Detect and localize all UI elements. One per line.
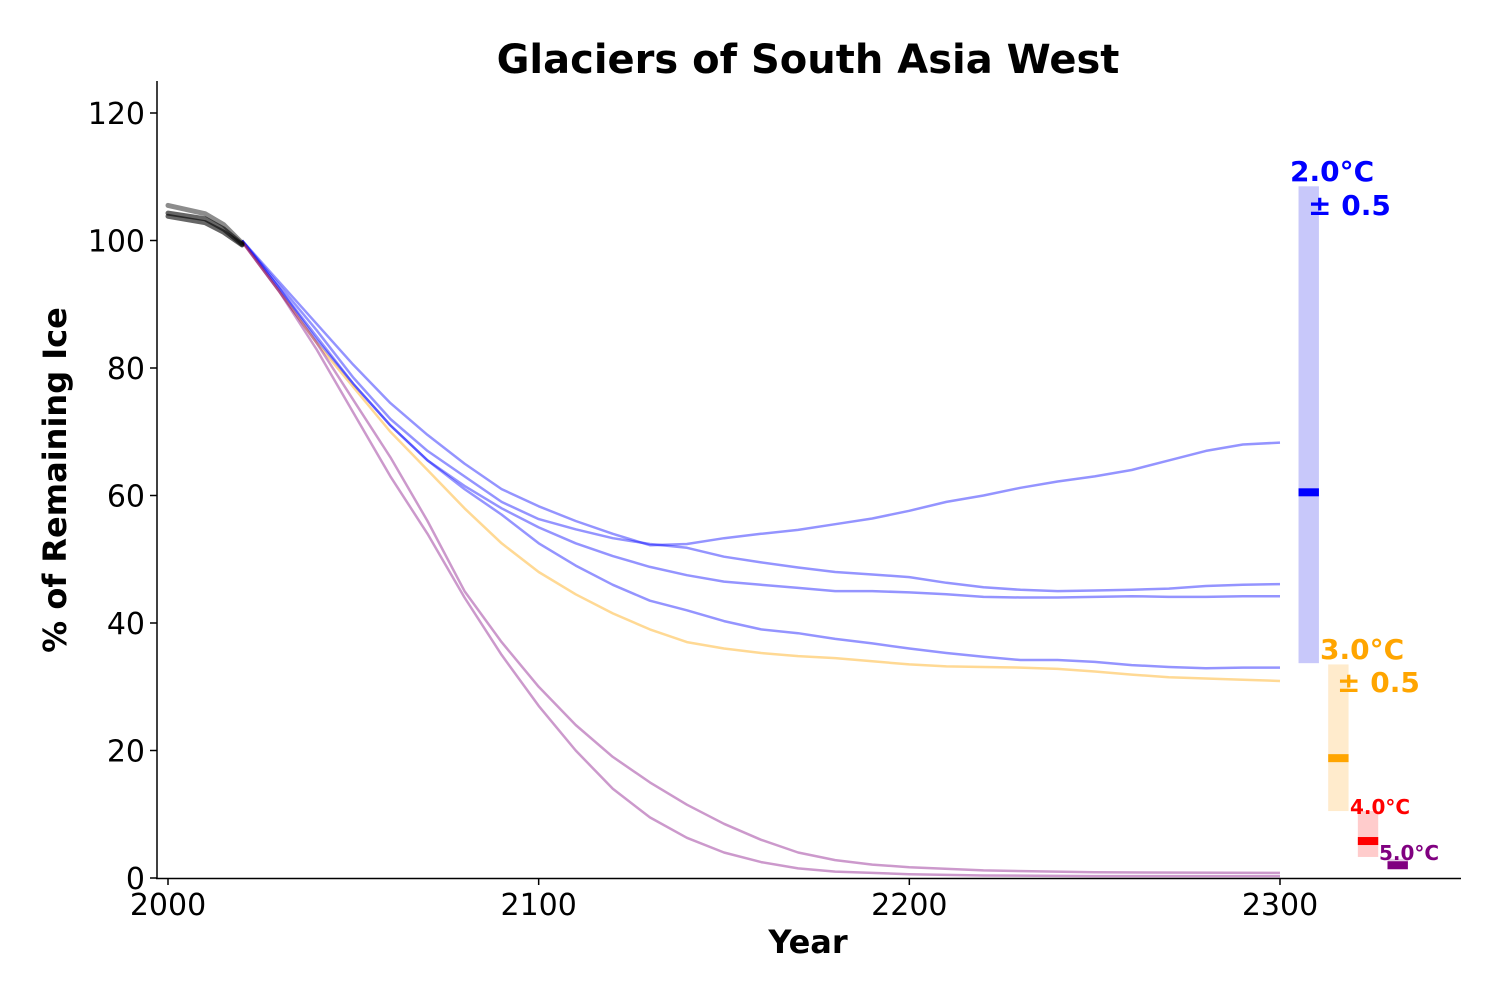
range-bar-2c [1298, 186, 1319, 664]
series-line-3-0-c-run-1 [241, 241, 1281, 683]
series-line-5-0-c-run-2 [241, 241, 1281, 875]
x-tick-label: 2200 [871, 888, 947, 923]
range-label-2c: 2.0°C [1290, 155, 1374, 188]
range-bar-3c [1328, 664, 1349, 812]
series-line-5-0-c-run-1 [241, 241, 1280, 878]
range-label-5c: 5.0°C [1379, 841, 1439, 865]
y-tick-label: 80 [107, 352, 145, 387]
range-sublabel-2c: ± 0.5 [1308, 189, 1391, 222]
median-marker-3c [1328, 754, 1349, 763]
y-axis-label: % of Remaining Ice [36, 307, 74, 653]
median-marker-5c [1387, 861, 1408, 870]
x-tick-label: 2100 [500, 888, 576, 923]
y-tick-label: 120 [88, 97, 145, 132]
median-marker-4c [1357, 837, 1379, 846]
range-label-3c: 3.0°C [1320, 633, 1404, 666]
y-tick-label: 40 [107, 607, 145, 642]
range-label-4c: 4.0°C [1350, 795, 1410, 819]
historical-3-line [165, 213, 245, 248]
y-tick-label: 100 [88, 225, 145, 260]
x-tick-label: 2000 [130, 888, 206, 923]
x-axis-label: Year [767, 923, 848, 961]
series-line-2-0-c-run-4 [241, 239, 1280, 670]
median-marker-2c [1298, 488, 1319, 497]
range-sublabel-3c: ± 0.5 [1337, 666, 1420, 699]
range-bar-4c [1357, 811, 1379, 857]
x-tick-label: 2300 [1242, 888, 1318, 923]
series-line-2-0-c-run-2 [241, 239, 1281, 593]
axes: 2000 2100 2200 2300 0 20 40 60 80 100 120 [88, 81, 1461, 923]
series-line-2-0-c-run-3 [241, 239, 1280, 599]
y-tick-label: 0 [126, 862, 145, 897]
y-tick-label: 20 [107, 735, 145, 770]
chart-title: Glaciers of South Asia West [497, 37, 1120, 83]
series-line-2-0-c-run-1 [241, 239, 1281, 547]
y-tick-label: 60 [107, 480, 145, 515]
